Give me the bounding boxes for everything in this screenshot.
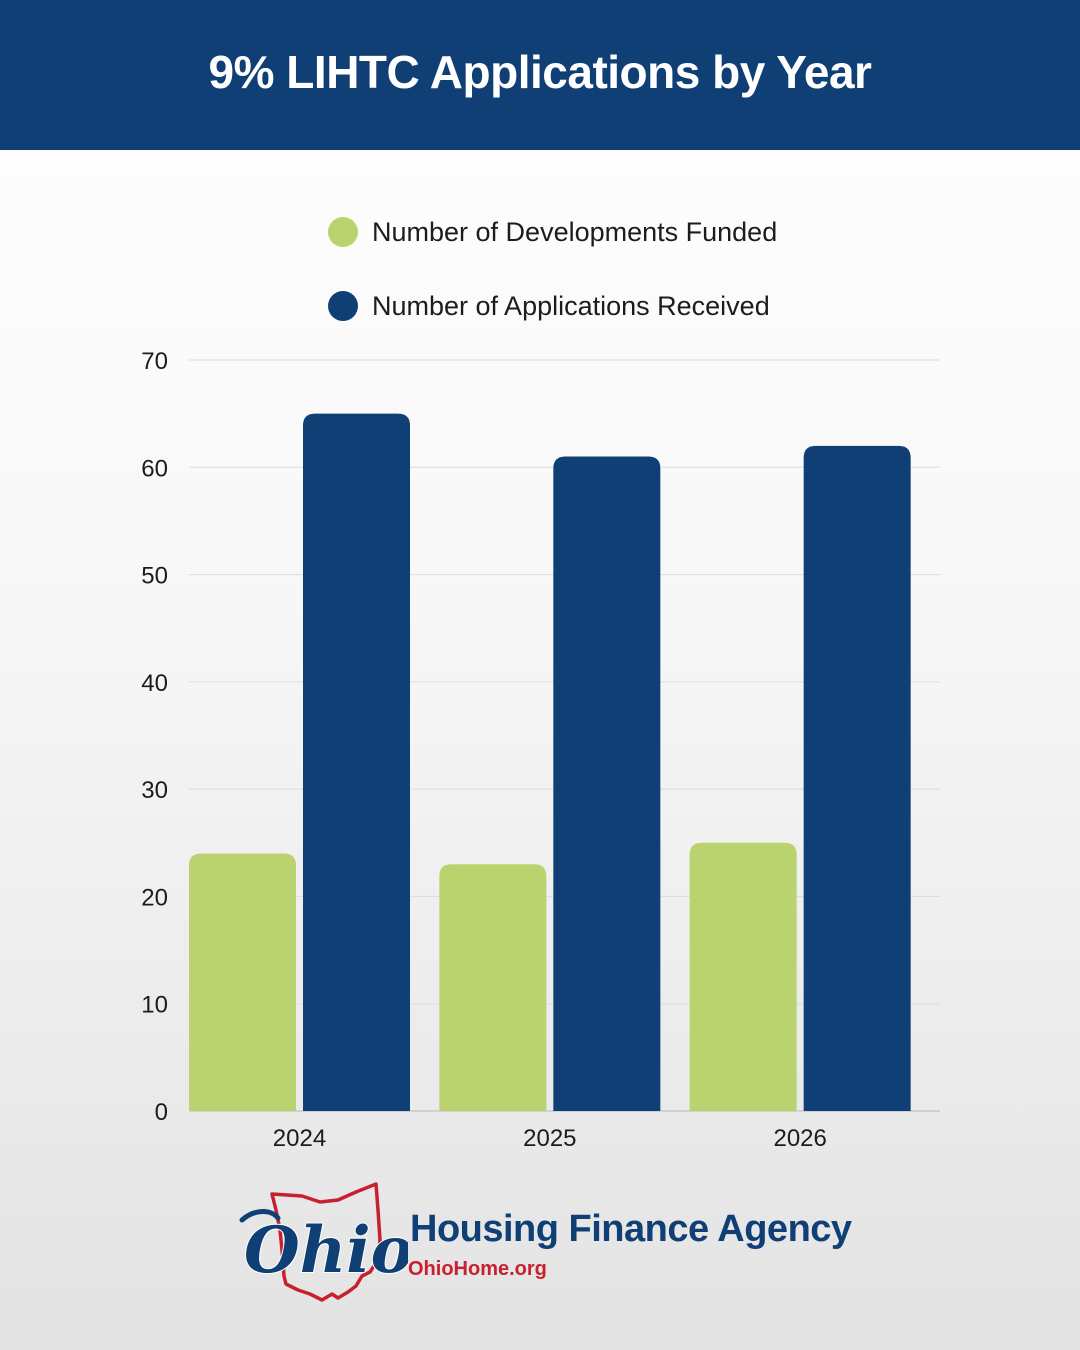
- legend-item-received: Number of Applications Received: [328, 284, 777, 328]
- x-tick-label: 2024: [273, 1125, 326, 1152]
- bar-received: [553, 456, 661, 1111]
- agency-name: Housing Finance Agency: [410, 1208, 852, 1250]
- legend-label-funded: Number of Developments Funded: [372, 216, 778, 247]
- bar-funded: [439, 864, 547, 1111]
- legend-item-funded: Number of Developments Funded: [328, 210, 777, 254]
- footer-logo: Ohio Housing Finance Agency OhioHome.org: [238, 1180, 858, 1310]
- y-tick-label: 0: [155, 1099, 168, 1126]
- bar-funded: [689, 842, 797, 1111]
- bar-chart: 0 10 20 30 40 50 60 70 2024 2025 2026: [141, 348, 940, 1152]
- agency-url[interactable]: OhioHome.org: [408, 1258, 547, 1280]
- x-tick-label: 2026: [773, 1125, 826, 1152]
- legend-swatch-received: [328, 291, 358, 321]
- bar-funded: [189, 853, 296, 1111]
- header-banner: 9% LIHTC Applications by Year: [0, 0, 1080, 150]
- y-tick-label: 30: [141, 777, 168, 804]
- bar-received: [803, 445, 911, 1111]
- legend-label-received: Number of Applications Received: [372, 290, 770, 321]
- ohio-logo-icon: Ohio: [239, 1182, 408, 1302]
- legend-swatch-funded: [328, 217, 358, 247]
- y-tick-label: 10: [141, 992, 168, 1019]
- x-tick-label: 2025: [523, 1125, 576, 1152]
- y-tick-label: 20: [141, 884, 168, 911]
- y-tick-label: 50: [141, 563, 168, 590]
- y-tick-label: 40: [141, 670, 168, 697]
- y-tick-label: 70: [141, 348, 168, 375]
- page-title: 9% LIHTC Applications by Year: [208, 46, 872, 98]
- bar-received: [303, 413, 410, 1112]
- logo-wordmark: Ohio: [244, 1213, 408, 1288]
- chart-legend: Number of Developments Funded Number of …: [328, 210, 777, 358]
- y-tick-label: 60: [141, 455, 168, 482]
